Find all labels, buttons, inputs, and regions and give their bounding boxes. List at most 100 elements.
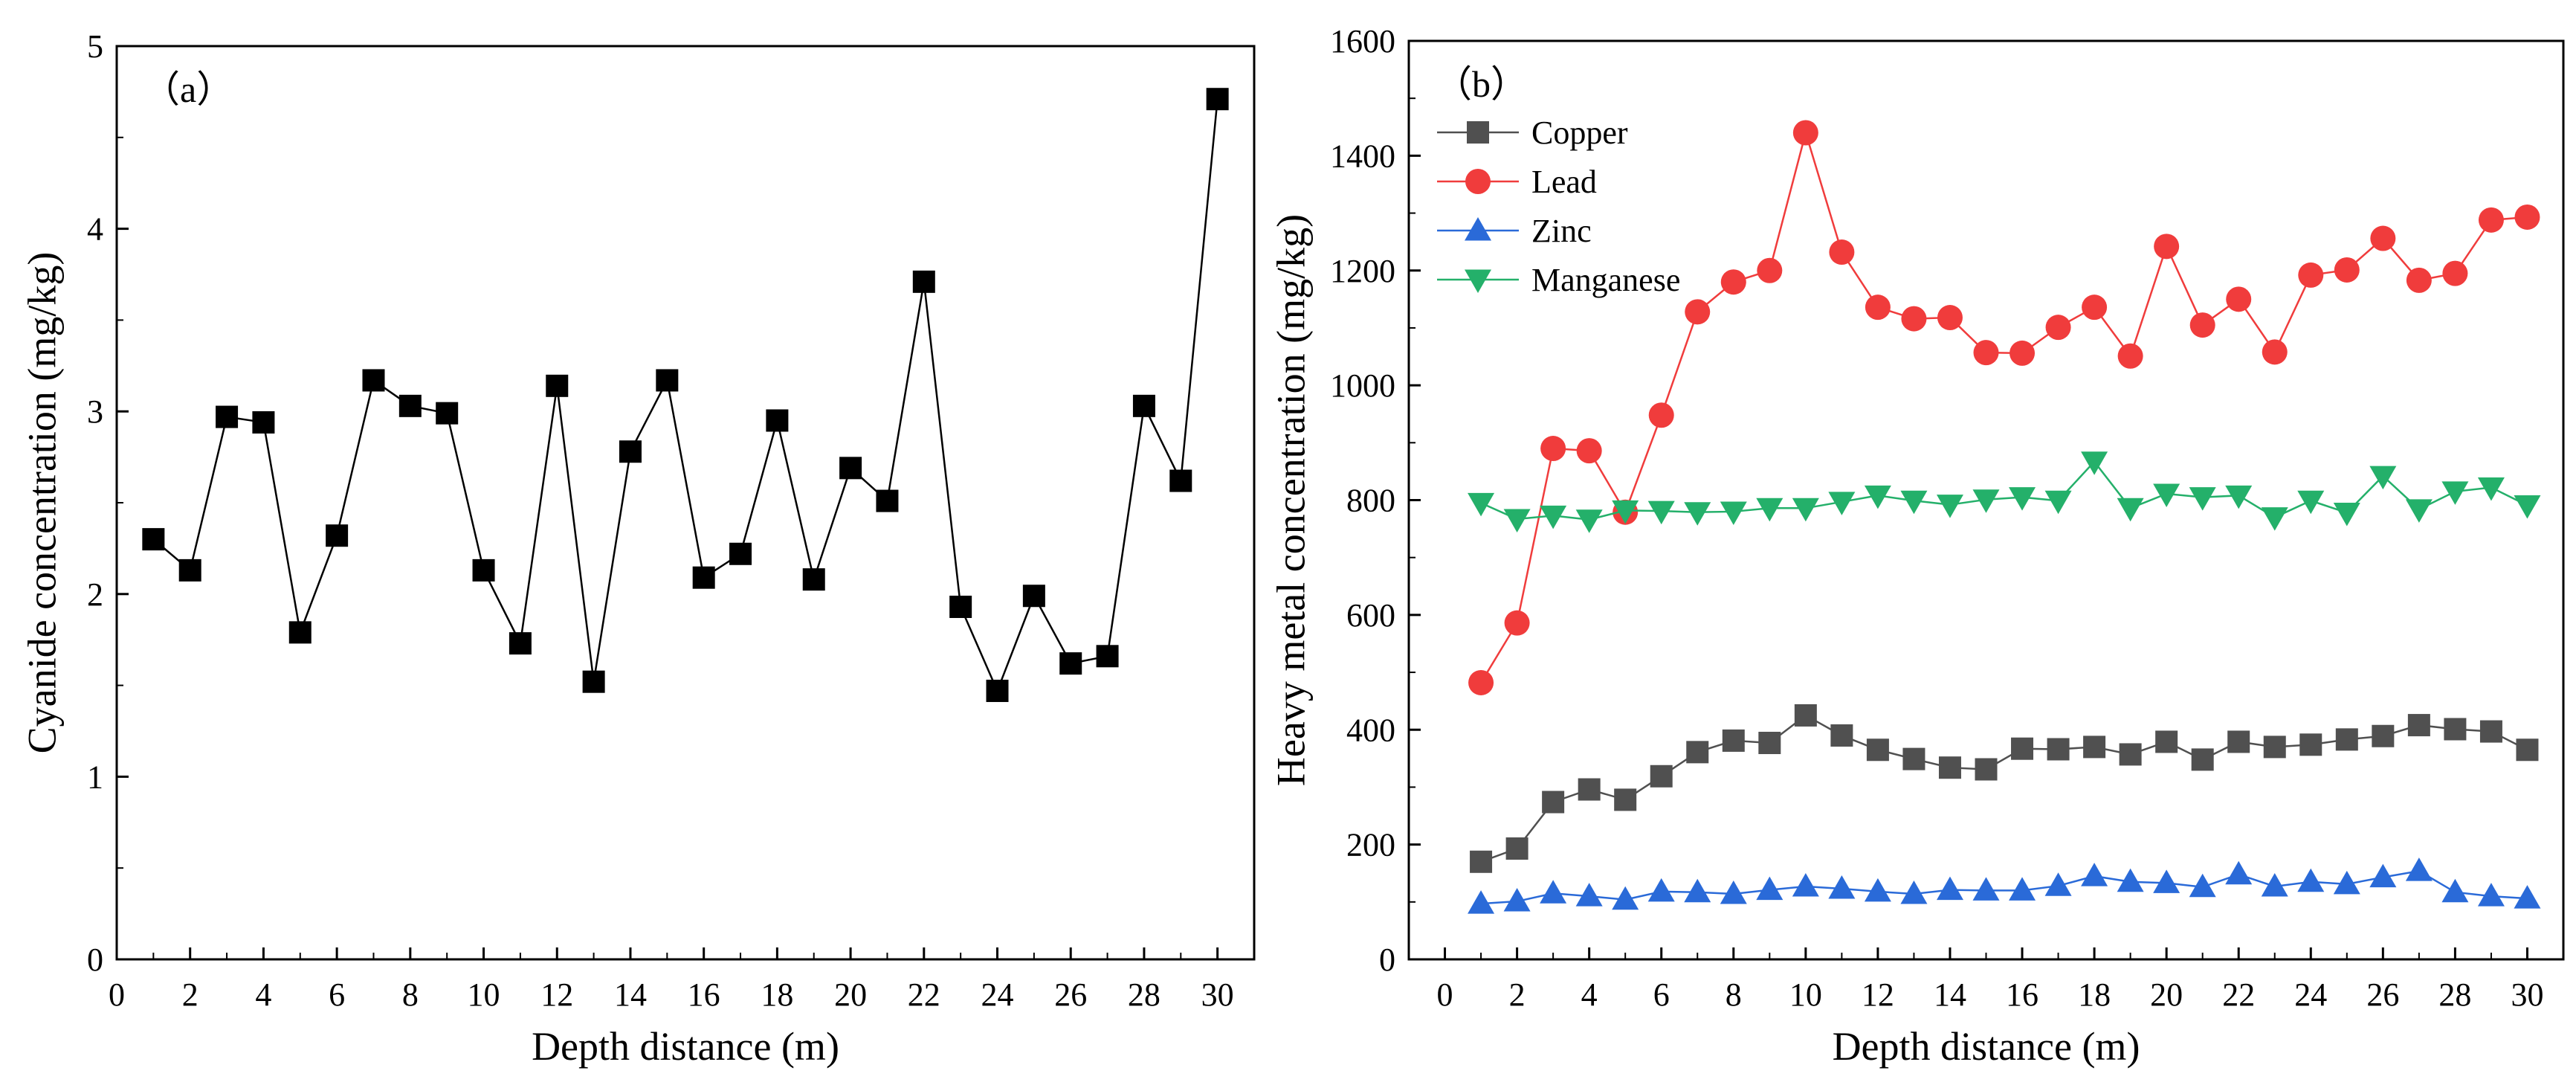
cyanide-data-point — [839, 457, 862, 480]
cyanide-data-point — [802, 568, 825, 591]
manganese-data-point — [2333, 502, 2360, 527]
lead-data-point — [1792, 120, 1818, 146]
copper-data-point — [1578, 778, 1601, 801]
x-tick-label: 22 — [2222, 976, 2255, 1013]
legend-manganese-marker — [1465, 269, 1491, 293]
lead-data-point — [2262, 339, 2288, 365]
zinc-data-point — [1720, 881, 1747, 904]
manganese-data-point — [1647, 500, 1675, 525]
y-tick-label: 400 — [1346, 712, 1395, 748]
x-tick-label: 4 — [255, 976, 271, 1013]
zinc-data-point — [1468, 890, 1495, 914]
lead-data-point — [1720, 269, 1746, 295]
copper-data-point — [1794, 704, 1817, 727]
zinc-data-point — [1575, 883, 1603, 907]
zinc-data-point — [1756, 876, 1783, 901]
manganese-data-point — [2297, 490, 2325, 515]
zinc-data-point — [2081, 863, 2108, 886]
x-tick-label: 0 — [1437, 976, 1453, 1013]
copper-data-point — [1866, 738, 1889, 762]
zinc-data-point — [2117, 868, 2144, 892]
manganese-data-point — [1828, 492, 1856, 515]
zinc-data-point — [2153, 869, 2180, 893]
lead-data-point — [2370, 225, 2396, 251]
panel-b-label: （b） — [1435, 63, 1528, 105]
x-tick-label: 26 — [2366, 976, 2399, 1013]
zinc-data-point — [1684, 878, 1711, 903]
manganese-data-point — [1936, 495, 1963, 518]
zinc-data-point — [1936, 876, 1963, 901]
cyanide-series-line — [152, 99, 1218, 694]
manganese-data-point — [2225, 485, 2253, 509]
cyanide-data-point — [216, 405, 239, 428]
x-tick-label: 28 — [1128, 976, 1161, 1013]
manganese-data-point — [1684, 502, 1711, 526]
copper-data-point — [2516, 738, 2539, 762]
zinc-data-point — [2009, 877, 2036, 901]
zinc-data-point — [2189, 873, 2216, 898]
x-tick-label: 8 — [402, 976, 419, 1013]
copper-data-point — [2119, 743, 2142, 766]
cyanide-data-point — [876, 489, 899, 512]
y-tick-label: 0 — [1379, 941, 1395, 978]
zinc-data-point — [2044, 872, 2072, 896]
panel-b-ticks: 0 2 4 6 8 10 12 14 16 18 20 22 24 26 28 300200400600800… — [1330, 23, 2543, 1013]
x-tick-label: 18 — [2078, 976, 2111, 1013]
cyanide-data-point — [582, 670, 605, 693]
cyanide-data-point — [1132, 394, 1155, 417]
zinc-data-point — [1828, 875, 1856, 899]
x-tick-label: 12 — [1862, 976, 1894, 1013]
copper-data-point — [1902, 747, 1925, 770]
cyanide-data-point — [362, 369, 385, 392]
cyanide-data-point — [546, 374, 569, 397]
manganese-data-point — [1503, 509, 1531, 532]
zinc-data-point — [1900, 881, 1928, 904]
y-tick-label: 0 — [87, 941, 103, 978]
panel-a-x-axis-title: Depth distance (m) — [532, 1024, 839, 1069]
lead-data-point — [1576, 438, 1602, 464]
manganese-data-point — [2189, 487, 2216, 511]
lead-data-point — [1973, 340, 1999, 366]
manganese-series-line — [1480, 460, 2528, 521]
y-tick-label: 4 — [87, 211, 103, 248]
copper-data-point — [1614, 788, 1637, 811]
legend-zinc-label: Zinc — [1531, 213, 1592, 249]
panel-b: （b） Depth distance (m) Heavy metal conce… — [1268, 23, 2565, 1069]
cyanide-data-point — [142, 528, 165, 551]
lead-data-point — [2154, 234, 2180, 260]
lead-data-point — [2478, 207, 2504, 233]
manganese-data-point — [1575, 509, 1603, 533]
cyanide-data-point — [766, 409, 789, 432]
y-tick-label: 800 — [1346, 483, 1395, 519]
panel-a-frame — [115, 45, 1256, 961]
x-tick-label: 12 — [540, 976, 573, 1013]
y-tick-label: 1000 — [1330, 367, 1395, 404]
cyanide-data-point — [986, 679, 1009, 702]
lead-data-point — [2189, 312, 2215, 338]
x-tick-label: 30 — [1201, 976, 1234, 1013]
lead-data-point — [1648, 402, 1674, 428]
manganese-data-point — [1468, 492, 1495, 517]
x-tick-label: 0 — [109, 976, 125, 1013]
y-tick-label: 1 — [87, 759, 103, 795]
manganese-data-point — [1720, 501, 1747, 525]
legend-manganese-label: Manganese — [1531, 262, 1680, 298]
manganese-data-point — [2405, 499, 2433, 523]
y-tick-label: 5 — [87, 28, 103, 65]
lead-data-point — [1829, 239, 1855, 265]
lead-data-point — [2442, 260, 2468, 286]
copper-data-point — [2191, 748, 2214, 771]
cyanide-data-point — [656, 369, 679, 392]
y-tick-label: 3 — [87, 393, 103, 430]
legend-zinc-marker — [1465, 217, 1491, 241]
y-tick-label: 600 — [1346, 597, 1395, 634]
x-tick-label: 26 — [1054, 976, 1087, 1013]
cyanide-data-point — [326, 524, 349, 547]
x-tick-label: 20 — [834, 976, 867, 1013]
manganese-data-point — [1792, 498, 1819, 522]
legend-lead-label: Lead — [1531, 164, 1597, 200]
panel-a: （a） Depth distance (m) Cyanide concentra… — [19, 28, 1256, 1069]
cyanide-data-point — [949, 595, 972, 618]
manganese-data-point — [2369, 466, 2397, 490]
